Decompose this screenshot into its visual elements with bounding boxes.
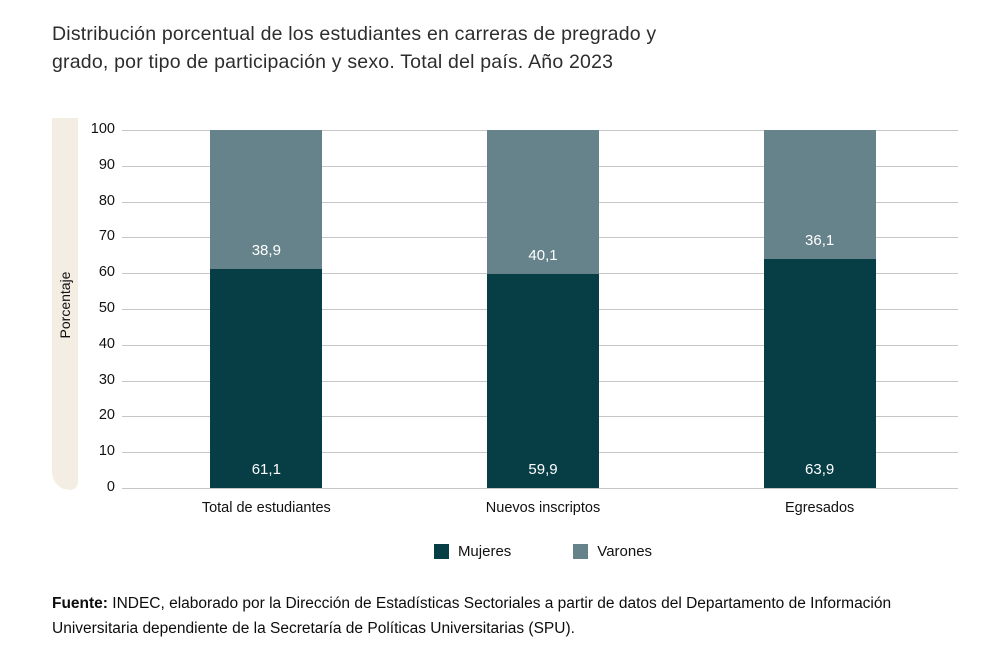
- chart-title-line2: grado, por tipo de participación y sexo.…: [52, 51, 614, 73]
- source-note-text: INDEC, elaborado por la Dirección de Est…: [52, 595, 892, 637]
- mujeres-swatch-icon: [433, 544, 449, 559]
- y-axis-tick-label: 50: [98, 300, 115, 316]
- y-axis-tick-label: 40: [98, 335, 115, 352]
- y-axis-tick-label: 10: [98, 443, 115, 460]
- y-axis-tick-label: 100: [90, 121, 115, 137]
- y-axis-tick-label: 60: [98, 264, 115, 281]
- plot-area: 61,1 38,9 59,9 40,1 63,9 36,1: [122, 130, 958, 489]
- bar-segment-mujeres: 61,1: [210, 269, 323, 488]
- bar-value-label: 59,9: [528, 461, 558, 478]
- bar-value-label: 61,1: [251, 461, 281, 478]
- source-note: Fuente: INDEC, elaborado por la Direcció…: [52, 591, 972, 641]
- bar-segment-varones: 36,1: [763, 130, 876, 260]
- chart-title: Distribución porcentual de los estudiant…: [52, 20, 932, 76]
- legend-item-mujeres: Mujeres: [433, 543, 512, 560]
- legend-label-mujeres: Mujeres: [457, 543, 512, 560]
- y-axis-tick-label: 90: [98, 156, 115, 173]
- bar-segment-varones: 40,1: [487, 130, 599, 274]
- x-axis-category-label: Nuevos inscriptos: [485, 500, 601, 516]
- legend-item-varones: Varones: [573, 543, 652, 560]
- bar-value-label: 63,9: [805, 461, 835, 478]
- y-axis-tick-label: 80: [98, 192, 115, 209]
- chart-title-line1: Distribución porcentual de los estudiant…: [52, 23, 657, 45]
- y-axis-tick-label: 70: [98, 228, 115, 245]
- legend: Mujeres Varones: [128, 543, 958, 560]
- stacked-bar: 61,1 38,9: [210, 130, 323, 488]
- bar-segment-mujeres: 59,9: [487, 273, 599, 488]
- y-axis-tick-label: 30: [98, 371, 115, 388]
- y-axis-tick-label: 0: [106, 479, 115, 495]
- stacked-bar: 59,9 40,1: [487, 130, 599, 488]
- bar-segment-varones: 38,9: [210, 130, 323, 270]
- bar-value-label: 38,9: [251, 242, 281, 260]
- legend-label-varones: Varones: [597, 543, 653, 560]
- bar-value-label: 36,1: [805, 232, 835, 250]
- gridline: [122, 488, 958, 489]
- bar-value-label: 40,1: [528, 246, 558, 264]
- x-axis-category-label: Total de estudiantes: [201, 500, 331, 516]
- y-axis-accent-band: [52, 118, 78, 490]
- varones-swatch-icon: [573, 544, 589, 559]
- y-axis-tick-label: 20: [98, 407, 115, 424]
- source-note-label: Fuente:: [52, 595, 108, 612]
- stacked-bar: 63,9 36,1: [763, 130, 876, 488]
- bar-segment-mujeres: 63,9: [763, 259, 876, 488]
- x-axis-category-label: Egresados: [784, 500, 855, 516]
